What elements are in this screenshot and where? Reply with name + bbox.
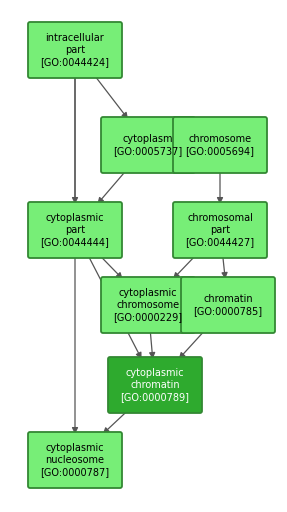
Text: intracellular
part
[GO:0044424]: intracellular part [GO:0044424] — [40, 33, 110, 67]
Text: chromosomal
part
[GO:0044427]: chromosomal part [GO:0044427] — [185, 214, 255, 247]
Text: cytoplasmic
part
[GO:0044444]: cytoplasmic part [GO:0044444] — [40, 214, 109, 247]
FancyBboxPatch shape — [173, 117, 267, 173]
Text: chromosome
[GO:0005694]: chromosome [GO:0005694] — [185, 134, 255, 156]
FancyBboxPatch shape — [101, 117, 195, 173]
FancyBboxPatch shape — [108, 357, 202, 413]
FancyBboxPatch shape — [28, 202, 122, 258]
Text: cytoplasmic
chromatin
[GO:0000789]: cytoplasmic chromatin [GO:0000789] — [121, 369, 189, 401]
FancyBboxPatch shape — [101, 277, 195, 333]
Text: cytoplasm
[GO:0005737]: cytoplasm [GO:0005737] — [113, 134, 183, 156]
FancyBboxPatch shape — [28, 432, 122, 488]
FancyBboxPatch shape — [28, 22, 122, 78]
Text: cytoplasmic
nucleosome
[GO:0000787]: cytoplasmic nucleosome [GO:0000787] — [40, 443, 110, 477]
FancyBboxPatch shape — [181, 277, 275, 333]
Text: cytoplasmic
chromosome
[GO:0000229]: cytoplasmic chromosome [GO:0000229] — [113, 288, 183, 322]
FancyBboxPatch shape — [173, 202, 267, 258]
Text: chromatin
[GO:0000785]: chromatin [GO:0000785] — [193, 294, 263, 316]
